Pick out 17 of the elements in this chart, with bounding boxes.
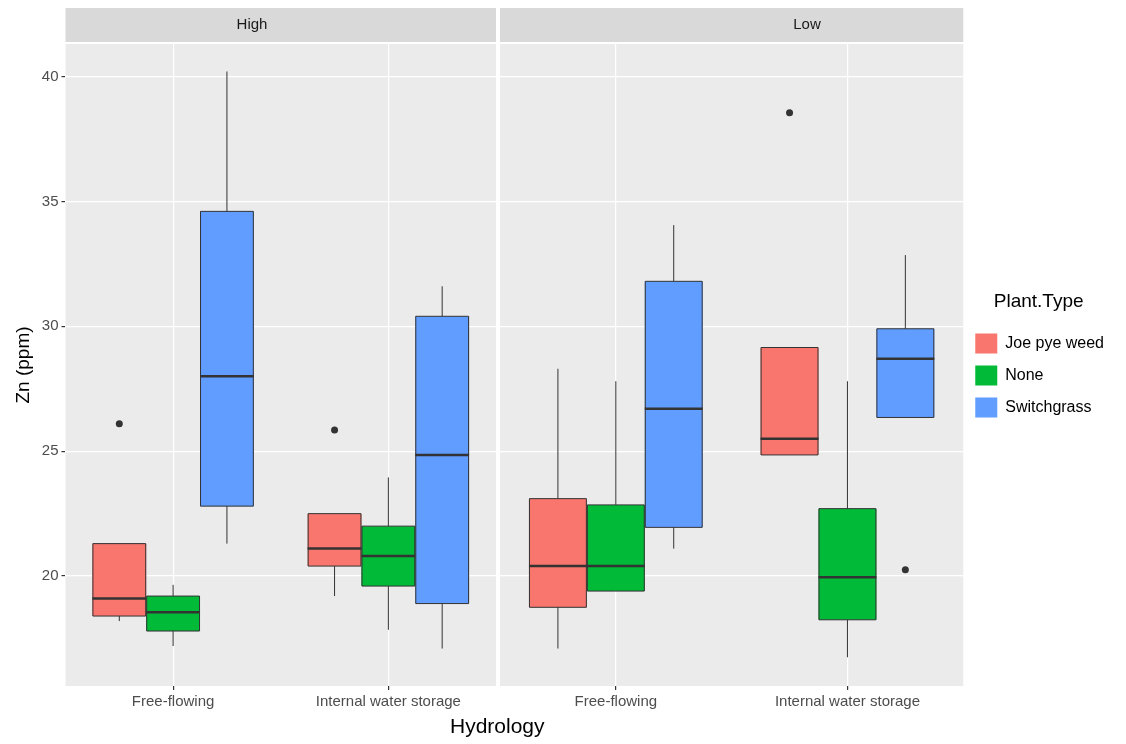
legend-label: None (1005, 365, 1044, 383)
y-tick-label: 25 (41, 441, 59, 459)
x-tick-label: Free-flowing (574, 692, 658, 710)
y-tick-label: 35 (41, 191, 59, 209)
x-tick-label: Internal water storage (315, 692, 461, 710)
x-tick-label: Free-flowing (131, 692, 215, 710)
y-tick-label: 40 (41, 66, 59, 84)
legend-title: Plant.Type (993, 290, 1084, 312)
chart-title: High (236, 15, 268, 33)
chart-title: Low (793, 15, 821, 33)
legend-label: Joe pye weed (1005, 333, 1104, 351)
legend-label: Switchgrass (1005, 397, 1092, 415)
x-tick-label: Internal water storage (774, 692, 920, 710)
y-axis-title: Zn (ppm) (11, 326, 33, 404)
y-tick-label: 30 (41, 316, 59, 334)
y-tick-label: 20 (41, 566, 59, 584)
x-axis-title: Hydrology (450, 714, 545, 738)
